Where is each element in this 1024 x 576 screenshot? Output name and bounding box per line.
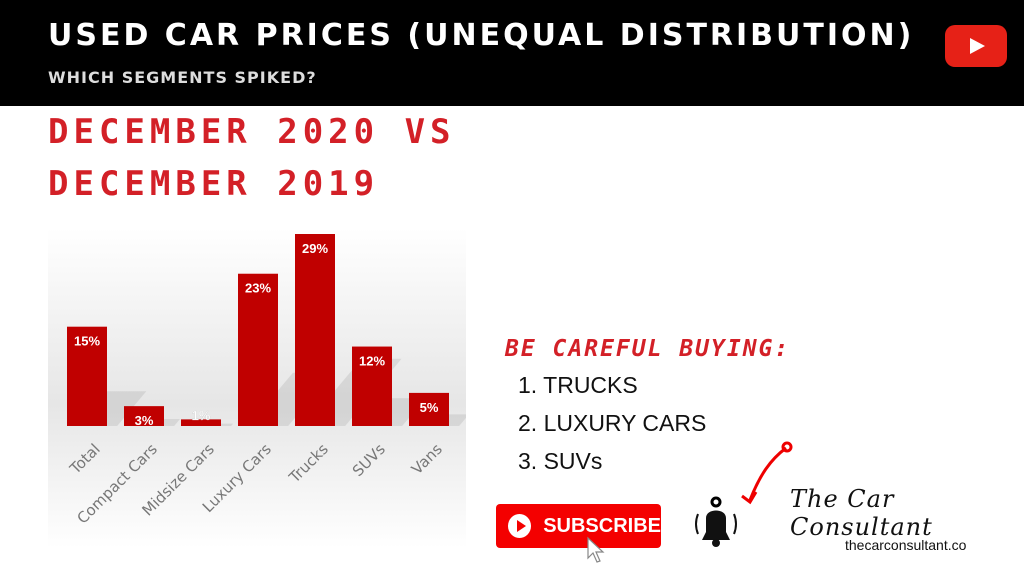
bar-midsize-cars xyxy=(181,419,221,426)
brand-logo: The Car Consultant xyxy=(790,485,933,541)
bar-suvs xyxy=(352,346,392,426)
data-label: 1% xyxy=(192,408,211,423)
category-label: SUVs xyxy=(349,440,389,480)
category-label: Total xyxy=(66,440,104,478)
category-label: Trucks xyxy=(285,440,332,487)
bar-total xyxy=(67,326,107,426)
bell-icon[interactable] xyxy=(690,440,800,550)
header-bar: USED CAR PRICES (UNEQUAL DISTRIBUTION) W… xyxy=(0,0,1024,106)
page-subtitle: WHICH SEGMENTS SPIKED? xyxy=(48,68,317,87)
play-icon xyxy=(508,514,532,538)
bar-trucks xyxy=(295,234,335,426)
bar-chart: 15% Total 3% Compact Cars 1% Midsize Cars 23% L… xyxy=(48,228,466,548)
bar-compact-cars xyxy=(124,406,164,426)
data-label: 29% xyxy=(302,241,328,256)
data-label: 12% xyxy=(359,354,385,369)
cursor-icon xyxy=(587,536,605,563)
bar-vans xyxy=(409,392,449,426)
data-label: 5% xyxy=(420,400,439,415)
subscribe-button[interactable]: SUBSCRIBE xyxy=(496,504,661,548)
youtube-logo-icon[interactable] xyxy=(945,25,1007,67)
careful-item: 3. SUVs xyxy=(518,448,603,474)
careful-item: 1. TRUCKS xyxy=(518,372,638,398)
heading-line-2: DECEMBER 2019 xyxy=(48,164,380,204)
bar-luxury-cars xyxy=(238,273,278,426)
category-label: Vans xyxy=(408,440,446,478)
heading-line-1: DECEMBER 2020 VS xyxy=(48,112,456,152)
brand-site[interactable]: thecarconsultant.co xyxy=(845,537,967,553)
subscribe-label: SUBSCRIBE xyxy=(543,514,661,537)
data-label: 3% xyxy=(135,413,154,428)
careful-item: 2. LUXURY CARS xyxy=(518,410,707,436)
data-label: 23% xyxy=(245,281,271,296)
page-title: USED CAR PRICES (UNEQUAL DISTRIBUTION) xyxy=(48,18,915,53)
data-label: 15% xyxy=(74,334,100,349)
careful-title: BE CAREFUL BUYING: xyxy=(505,336,791,362)
